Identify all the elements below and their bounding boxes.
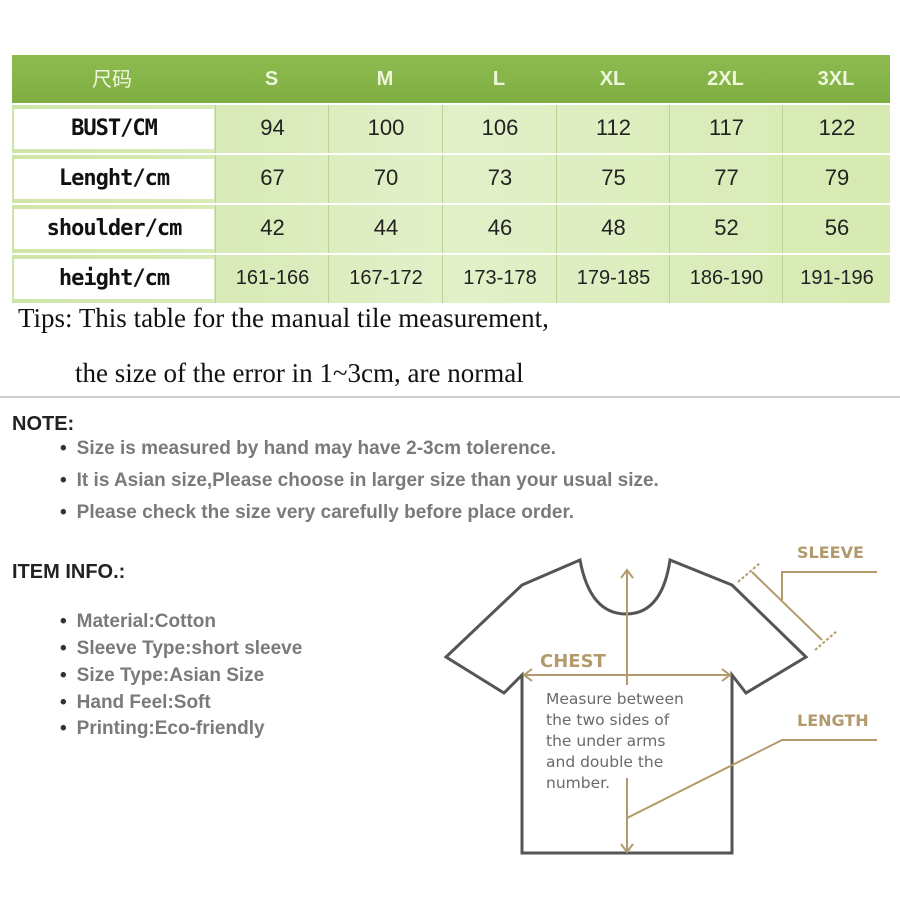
- measure-text: the two sides of: [546, 711, 670, 729]
- divider: [0, 396, 900, 398]
- table-cell: 117: [669, 105, 783, 153]
- table-row: BUST/CM 94 100 106 112 117 122: [12, 105, 890, 153]
- measure-lines: [522, 562, 877, 854]
- table-cell: 77: [669, 155, 783, 203]
- sleeve-label: SLEEVE: [797, 543, 864, 562]
- header-cell: 3XL: [817, 68, 855, 90]
- table-cell: 70: [328, 155, 443, 203]
- chest-label: CHEST: [540, 651, 607, 672]
- header-cell: XL: [599, 68, 626, 90]
- note-item: Please check the size very carefully bef…: [60, 502, 574, 524]
- table-row: height/cm 161-166 167-172 173-178 179-185 186…: [12, 255, 890, 303]
- tips-line-1: Tips: This table for the manual tile mea…: [18, 303, 549, 333]
- table-cell: 112: [556, 105, 670, 153]
- row-label: BUST/CM: [14, 109, 214, 149]
- table-row: shoulder/cm 42 44 46 48 52 56: [12, 205, 890, 253]
- table-cell: 75: [556, 155, 670, 203]
- row-label: height/cm: [14, 259, 214, 299]
- table-cell: 179-185: [556, 255, 670, 303]
- table-cell: 173-178: [442, 255, 557, 303]
- table-row: Lenght/cm 67 70 73 75 77 79: [12, 155, 890, 203]
- measure-text: and double the: [546, 753, 663, 771]
- tips-line-2: the size of the error in 1~3cm, are norm…: [75, 358, 524, 388]
- table-cell: 186-190: [669, 255, 783, 303]
- table-cell: 42: [215, 205, 329, 253]
- note-item: It is Asian size,Please choose in larger…: [60, 470, 659, 492]
- header-cell: L: [492, 68, 506, 90]
- header-size: 尺码: [92, 67, 132, 91]
- measure-text: number.: [546, 774, 610, 792]
- length-label: LENGTH: [797, 711, 869, 730]
- info-item: Sleeve Type:short sleeve: [60, 638, 303, 660]
- measure-text: Measure between: [546, 690, 684, 708]
- table-cell: 106: [442, 105, 557, 153]
- header-cell: 2XL: [707, 68, 744, 90]
- measure-text: the under arms: [546, 732, 665, 750]
- table-cell: 67: [215, 155, 329, 203]
- table-cell: 56: [782, 205, 891, 253]
- note-item: Size is measured by hand may have 2-3cm …: [60, 438, 556, 460]
- table-cell: 79: [782, 155, 891, 203]
- table-cell: 94: [215, 105, 329, 153]
- info-item: Material:Cotton: [60, 611, 216, 633]
- info-item: Printing:Eco-friendly: [60, 718, 265, 740]
- header-cell: M: [376, 68, 394, 90]
- row-label: shoulder/cm: [14, 209, 214, 249]
- note-title: NOTE:: [12, 413, 75, 435]
- table-cell: 52: [669, 205, 783, 253]
- row-label: Lenght/cm: [14, 159, 214, 199]
- table-cell: 46: [442, 205, 557, 253]
- table-cell: 73: [442, 155, 557, 203]
- table-cell: 161-166: [215, 255, 329, 303]
- info-item: Size Type:Asian Size: [60, 665, 265, 687]
- table-cell: 48: [556, 205, 670, 253]
- info-item: Hand Feel:Soft: [60, 692, 211, 714]
- item-info-title: ITEM INFO.:: [12, 561, 126, 583]
- header-cell: S: [264, 68, 279, 90]
- tshirt-outline: [443, 557, 809, 855]
- table-header: 尺码 S M L XL 2XL 3XL: [12, 55, 890, 103]
- table-cell: 167-172: [328, 255, 443, 303]
- table-cell: 122: [782, 105, 891, 153]
- table-cell: 100: [328, 105, 443, 153]
- table-cell: 191-196: [782, 255, 891, 303]
- table-cell: 44: [328, 205, 443, 253]
